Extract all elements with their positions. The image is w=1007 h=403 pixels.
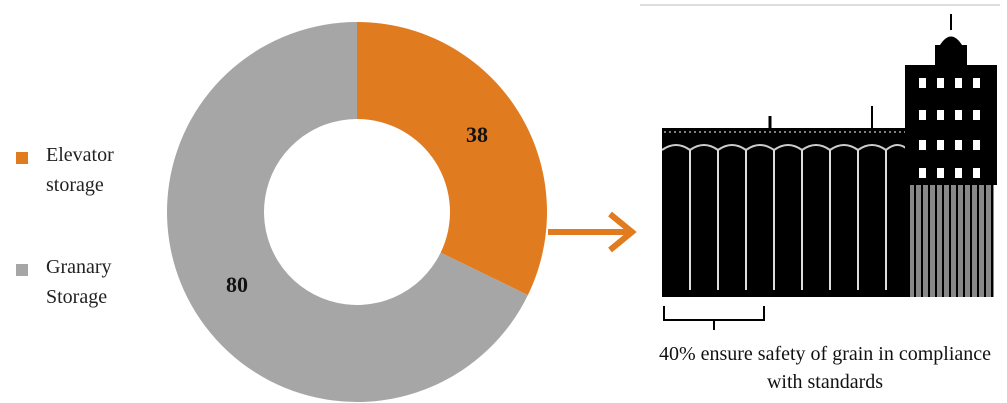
elevator-illustration (661, 14, 997, 330)
donut-slice (167, 22, 528, 403)
data-label: 38 (466, 122, 488, 147)
legend-label: Granary Storage (46, 256, 112, 308)
annotation: 40% ensure safety of grain in compliance… (658, 343, 992, 393)
legend-swatch (16, 264, 28, 276)
arrow (548, 211, 637, 253)
donut-slice (357, 22, 548, 296)
legend-label: Elevator storage (46, 144, 114, 196)
data-label: 80 (226, 272, 248, 297)
legend-swatch (16, 152, 28, 164)
